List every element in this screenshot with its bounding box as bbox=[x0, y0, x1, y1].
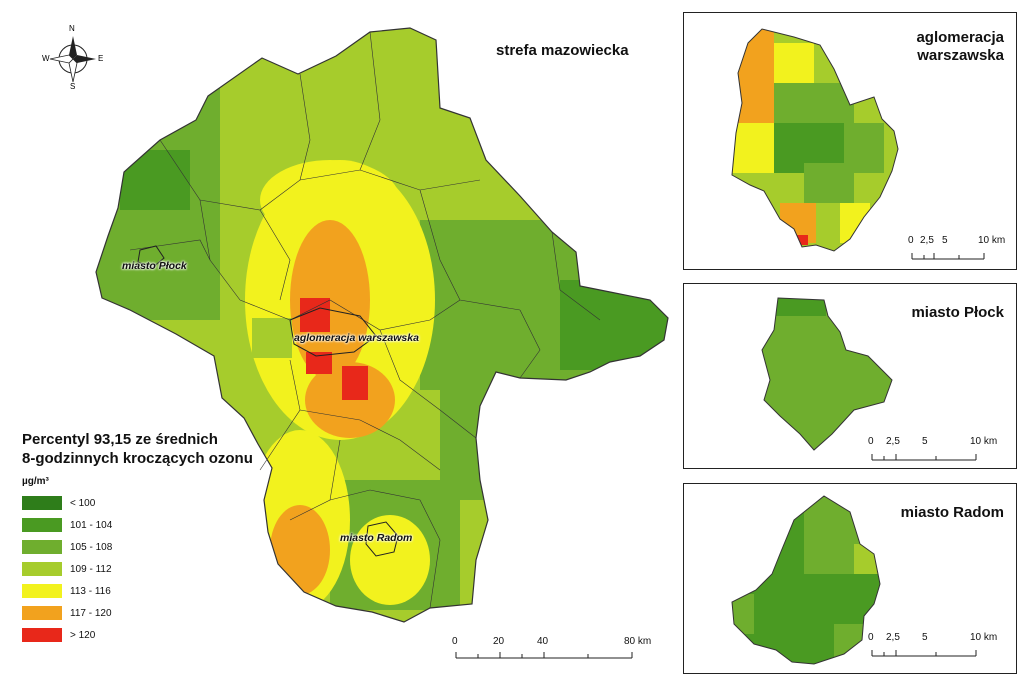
compass-w: W bbox=[42, 54, 50, 63]
plock-scale-tick: 10 km bbox=[970, 436, 998, 447]
main-scale-bar bbox=[455, 652, 633, 659]
radom-scale-tick: 5 bbox=[922, 632, 928, 643]
legend-item: < 100 bbox=[22, 492, 112, 514]
inset-warszawa-title: aglomeracja warszawska bbox=[916, 29, 1004, 65]
compass-s: S bbox=[70, 82, 76, 91]
radom-scale-tick: 10 km bbox=[970, 632, 998, 643]
inset-warszawa-title-line1: aglomeracja bbox=[916, 29, 1004, 46]
label-radom: miasto Radom bbox=[340, 532, 413, 544]
plock-scale-tick: 2,5 bbox=[886, 436, 900, 447]
legend-label: 101 - 104 bbox=[70, 519, 113, 531]
legend-label: 113 - 116 bbox=[70, 585, 111, 597]
radom-scale-tick: 0 bbox=[868, 632, 874, 643]
legend-label: 117 - 120 bbox=[70, 607, 112, 619]
legend-swatch bbox=[22, 584, 62, 598]
compass-n: N bbox=[69, 24, 75, 33]
inset-radom: miasto Radom 0 2,5 5 10 km bbox=[683, 483, 1017, 674]
warszawa-scale-tick: 0 bbox=[908, 235, 914, 246]
label-plock: miasto Płock bbox=[122, 260, 187, 272]
legend-item: 101 - 104 bbox=[22, 514, 112, 536]
inset-radom-title: miasto Radom bbox=[900, 504, 1004, 521]
legend-swatch bbox=[22, 518, 62, 532]
legend-swatch bbox=[22, 562, 62, 576]
label-warszawa: aglomeracja warszawska bbox=[294, 332, 419, 344]
warszawa-scale-bar bbox=[911, 253, 985, 260]
legend-item: 113 - 116 bbox=[22, 580, 112, 602]
legend-item: 109 - 112 bbox=[22, 558, 112, 580]
radom-scale-bar bbox=[871, 650, 977, 657]
legend-title-line2: 8-godzinnych kroczących ozonu bbox=[22, 450, 253, 467]
legend-swatch bbox=[22, 496, 62, 510]
plock-scale-bar bbox=[871, 454, 977, 461]
radom-scale-tick: 2,5 bbox=[886, 632, 900, 643]
inset-warszawa-title-line2: warszawska bbox=[917, 47, 1004, 64]
inset-plock: miasto Płock 0 2,5 5 10 km bbox=[683, 283, 1017, 469]
plock-scale-tick: 5 bbox=[922, 436, 928, 447]
inset-plock-title: miasto Płock bbox=[911, 304, 1004, 321]
legend-unit: µg/m³ bbox=[22, 476, 49, 487]
main-scale-tick-80: 80 km bbox=[624, 636, 652, 647]
legend-label: > 120 bbox=[70, 629, 96, 641]
plock-scale-tick: 0 bbox=[868, 436, 874, 447]
legend-swatch bbox=[22, 606, 62, 620]
inset-warszawa: aglomeracja warszawska 0 2,5 5 10 km bbox=[683, 12, 1017, 270]
warszawa-scale-tick: 5 bbox=[942, 235, 948, 246]
legend-label: 105 - 108 bbox=[70, 541, 113, 553]
main-scale-tick-0: 0 bbox=[452, 636, 458, 647]
legend-swatch bbox=[22, 628, 62, 642]
legend-label: < 100 bbox=[70, 497, 96, 509]
legend-label: 109 - 112 bbox=[70, 563, 112, 575]
legend-title-line1: Percentyl 93,15 ze średnich bbox=[22, 431, 218, 448]
warszawa-scale-tick: 10 km bbox=[978, 235, 1006, 246]
legend-item: 117 - 120 bbox=[22, 602, 112, 624]
legend-item: 105 - 108 bbox=[22, 536, 112, 558]
main-map-title: strefa mazowiecka bbox=[496, 42, 629, 59]
legend: < 100 101 - 104 105 - 108 109 - 112 113 … bbox=[22, 492, 112, 646]
warszawa-scale-tick: 2,5 bbox=[920, 235, 934, 246]
legend-item: > 120 bbox=[22, 624, 112, 646]
legend-swatch bbox=[22, 540, 62, 554]
main-scale-tick-40: 40 bbox=[537, 636, 549, 647]
compass-rose-icon: N S W E bbox=[40, 24, 106, 95]
main-scale-tick-20: 20 bbox=[493, 636, 505, 647]
legend-title: Percentyl 93,15 ze średnich 8-godzinnych… bbox=[22, 430, 253, 468]
main-map bbox=[95, 27, 669, 659]
compass-e: E bbox=[98, 54, 104, 63]
